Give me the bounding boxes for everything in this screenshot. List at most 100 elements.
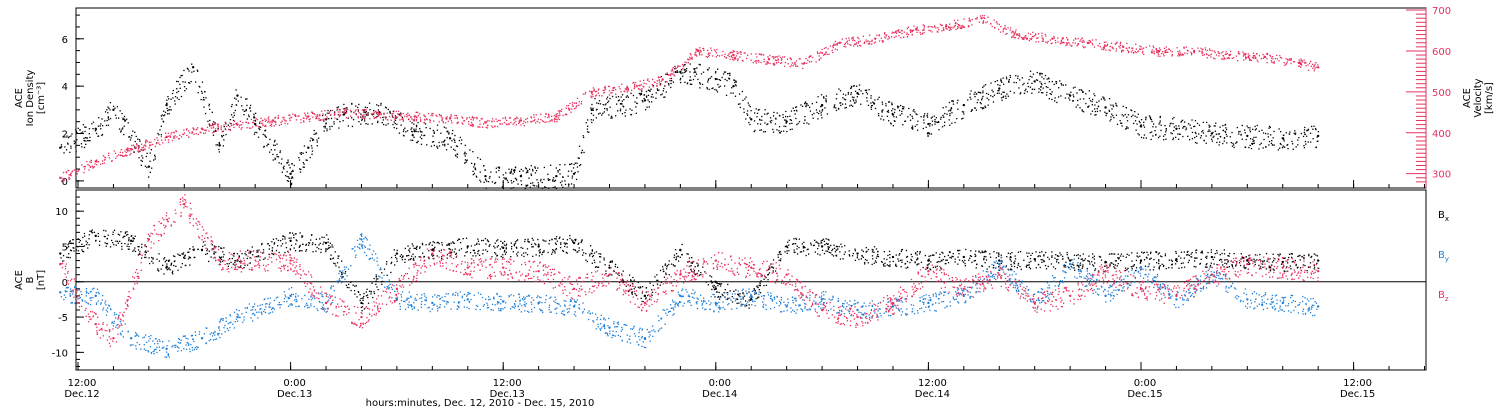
ion-density-series-dot [1161, 125, 1162, 126]
top-panel-frame [76, 8, 1426, 188]
velocity-series-dot [1038, 33, 1039, 34]
ion-density-series-dot [821, 112, 822, 113]
velocity-series-dot [653, 86, 654, 87]
ion-density-series-dot [1219, 127, 1220, 128]
ion-density-series-dot [609, 98, 610, 99]
velocity-series-dot [1315, 62, 1316, 63]
ion-density-series-dot [1096, 102, 1097, 103]
velocity-series-dot [1159, 56, 1160, 57]
velocity-series-dot [1032, 32, 1033, 33]
velocity-series-dot [309, 121, 310, 122]
velocity-series-dot [1310, 61, 1311, 62]
ion-density-series-dot [176, 88, 177, 89]
velocity-series-dot [922, 30, 923, 31]
ion-density-series-dot [1043, 78, 1044, 79]
ion-density-series-dot [1263, 132, 1264, 133]
bx-series-dot [133, 237, 134, 238]
ion-density-series-dot [469, 149, 470, 150]
velocity-series-dot [1153, 47, 1154, 48]
velocity-series-dot [417, 112, 418, 113]
bx-series-dot [228, 266, 229, 267]
bx-series-dot [408, 250, 409, 251]
ion-density-series-dot [981, 103, 982, 104]
ion-density-series-dot [620, 109, 621, 110]
velocity-series-dot [853, 45, 854, 46]
ion-density-series-dot [1177, 133, 1178, 134]
velocity-series-dot [1045, 41, 1046, 42]
velocity-series-dot [1035, 41, 1036, 42]
bx-series-dot [422, 253, 423, 254]
bx-series-dot [202, 246, 203, 247]
velocity-series-dot [241, 124, 242, 125]
ion-density-series-dot [283, 166, 284, 167]
ion-density-series-dot [662, 93, 663, 94]
ion-density-series-dot [275, 159, 276, 160]
bx-series-dot [73, 243, 74, 244]
velocity-series-dot [474, 117, 475, 118]
velocity-series-dot [126, 155, 127, 156]
ion-density-series-dot [496, 172, 497, 173]
velocity-series-dot [1285, 64, 1286, 65]
velocity-series-dot [1104, 47, 1105, 48]
bx-series-dot [523, 253, 524, 254]
velocity-series-dot [963, 27, 964, 28]
bx-series-dot [537, 239, 538, 240]
bx-series-dot [227, 263, 228, 264]
velocity-series-dot [472, 117, 473, 118]
ion-density-series-dot [1110, 119, 1111, 120]
velocity-series-dot [545, 122, 546, 123]
ion-density-series-dot [912, 118, 913, 119]
velocity-series-dot [173, 136, 174, 137]
velocity-series-dot [907, 28, 908, 29]
velocity-series-dot [983, 20, 984, 21]
ion-density-series-dot [503, 177, 504, 178]
ion-density-series-dot [1245, 132, 1246, 133]
ion-density-series-dot [944, 122, 945, 123]
bx-series-dot [174, 256, 175, 257]
ion-density-series-dot [1301, 133, 1302, 134]
bx-series-dot [134, 249, 135, 250]
ion-density-series-dot [936, 117, 937, 118]
ion-density-series-dot [857, 92, 858, 93]
bx-series-dot [152, 263, 153, 264]
velocity-series-dot [491, 121, 492, 122]
bx-series-dot [375, 284, 376, 285]
ion-density-series-dot [234, 115, 235, 116]
ion-density-series-dot [1208, 125, 1209, 126]
ion-density-series-dot [1125, 114, 1126, 115]
bx-series-dot [415, 256, 416, 257]
bx-series-dot [126, 231, 127, 232]
bx-series-dot [91, 231, 92, 232]
ion-density-series-dot [1232, 146, 1233, 147]
ion-density-series-dot [1172, 139, 1173, 140]
ion-density-series-dot [970, 99, 971, 100]
ion-density-series-dot [812, 114, 813, 115]
velocity-series-dot [1061, 43, 1062, 44]
bx-series-dot [410, 259, 411, 260]
velocity-series-dot [124, 155, 125, 156]
ion-density-series-dot [185, 82, 186, 83]
bx-series-dot [318, 244, 319, 245]
velocity-series-dot [982, 22, 983, 23]
bx-series-dot [432, 245, 433, 246]
velocity-series-dot [711, 50, 712, 51]
ion-density-series-dot [521, 184, 522, 185]
bx-series-dot [566, 243, 567, 244]
velocity-series-dot [257, 119, 258, 120]
ion-density-series-dot [779, 126, 780, 127]
ion-density-series-dot [747, 115, 748, 116]
velocity-series-dot [987, 21, 988, 22]
ion-density-series-dot [822, 110, 823, 111]
bx-series-dot [164, 257, 165, 258]
velocity-series-dot [1238, 53, 1239, 54]
bx-series-dot [494, 252, 495, 253]
ion-density-series-dot [670, 87, 671, 88]
velocity-series-dot [174, 132, 175, 133]
velocity-series-dot [781, 62, 782, 63]
ion-density-series-dot [1120, 120, 1121, 121]
ion-density-series-dot [690, 63, 691, 64]
ion-density-series-dot [404, 128, 405, 129]
bx-series-dot [522, 248, 523, 249]
ion-density-series-dot [571, 171, 572, 172]
bx-series-dot [635, 286, 636, 287]
